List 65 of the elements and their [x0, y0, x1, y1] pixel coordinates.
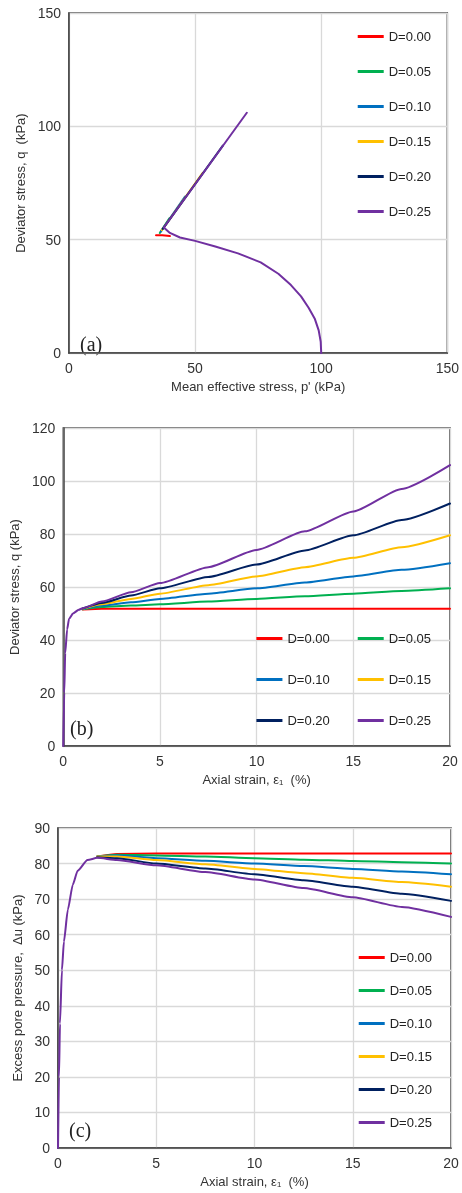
legend-label: D=0.00: [389, 950, 433, 965]
line-series: [162, 111, 323, 355]
y-tick-label: 100: [31, 473, 56, 489]
legend-label: D=0.20: [388, 169, 432, 184]
legend-label: D=0.05: [389, 983, 433, 998]
y-tick-label: 0: [53, 345, 62, 362]
legend-label: D=0.20: [287, 713, 330, 728]
y-axis-title: Deviator stress, q (kPa): [12, 113, 28, 253]
x-axis-title: Axial strain, ε₁ (%): [202, 771, 311, 787]
y-tick-label: 10: [34, 1104, 51, 1121]
y-tick-label: 50: [45, 231, 62, 248]
y-axis-title: Excess pore pressure, Δu (kPa): [9, 894, 25, 1082]
y-axis-title: Deviator stress, q (kPa): [7, 519, 22, 655]
y-tick-label: 80: [34, 855, 51, 872]
annotation: (a): [80, 333, 103, 356]
y-tick-label: 90: [34, 820, 51, 836]
legend-label: D=0.15: [389, 1049, 433, 1064]
x-tick-label: 50: [187, 360, 204, 377]
legend-label: D=0.25: [388, 713, 432, 728]
y-tick-label: 20: [39, 685, 56, 701]
legend-label: D=0.20: [389, 1082, 433, 1097]
annotation: (c): [69, 1119, 92, 1142]
legend-label: D=0.10: [389, 1016, 433, 1031]
y-tick-label: 60: [39, 579, 56, 595]
x-tick-label: 5: [156, 753, 165, 769]
y-tick-label: 120: [31, 420, 56, 436]
legend-label: D=0.00: [388, 29, 432, 44]
y-tick-label: 30: [34, 1033, 51, 1050]
legend-label: D=0.25: [388, 204, 432, 219]
y-tick-label: 50: [34, 962, 51, 979]
x-tick-label: 0: [65, 360, 74, 377]
y-tick-label: 40: [39, 632, 56, 648]
y-tick-label: 20: [34, 1068, 51, 1085]
legend-label: D=0.25: [389, 1115, 433, 1130]
x-tick-label: 100: [309, 360, 334, 377]
x-axis-title: Axial strain, ε₁ (%): [200, 1173, 309, 1189]
y-tick-label: 40: [34, 997, 51, 1014]
legend-label: D=0.05: [388, 631, 432, 646]
annotation: (b): [70, 717, 94, 740]
legend-label: D=0.10: [287, 672, 330, 687]
x-tick-label: 20: [442, 753, 458, 769]
x-tick-label: 10: [248, 753, 265, 769]
y-tick-label: 100: [37, 118, 62, 135]
x-axis-title: Mean effective stress, p' (kPa): [171, 379, 346, 394]
line-series: [96, 855, 452, 888]
y-tick-label: 0: [42, 1140, 51, 1156]
legend-label: D=0.05: [388, 64, 432, 79]
line-series: [81, 562, 451, 610]
legend-label: D=0.15: [388, 672, 432, 687]
y-tick-label: 0: [47, 738, 56, 754]
legend-label: D=0.10: [388, 99, 432, 114]
line-series: [96, 856, 452, 902]
x-tick-label: 15: [344, 1155, 361, 1171]
x-tick-label: 150: [435, 360, 460, 377]
y-tick-label: 70: [34, 891, 51, 908]
y-tick-label: 80: [39, 526, 56, 542]
x-tick-label: 15: [345, 753, 362, 769]
x-tick-label: 20: [443, 1155, 459, 1171]
x-tick-label: 5: [152, 1155, 161, 1171]
legend-label: D=0.15: [388, 134, 432, 149]
y-tick-label: 150: [37, 5, 62, 21]
x-tick-label: 10: [246, 1155, 263, 1171]
y-tick-label: 60: [34, 926, 51, 943]
line-series: [81, 534, 451, 610]
legend-label: D=0.00: [287, 631, 330, 646]
